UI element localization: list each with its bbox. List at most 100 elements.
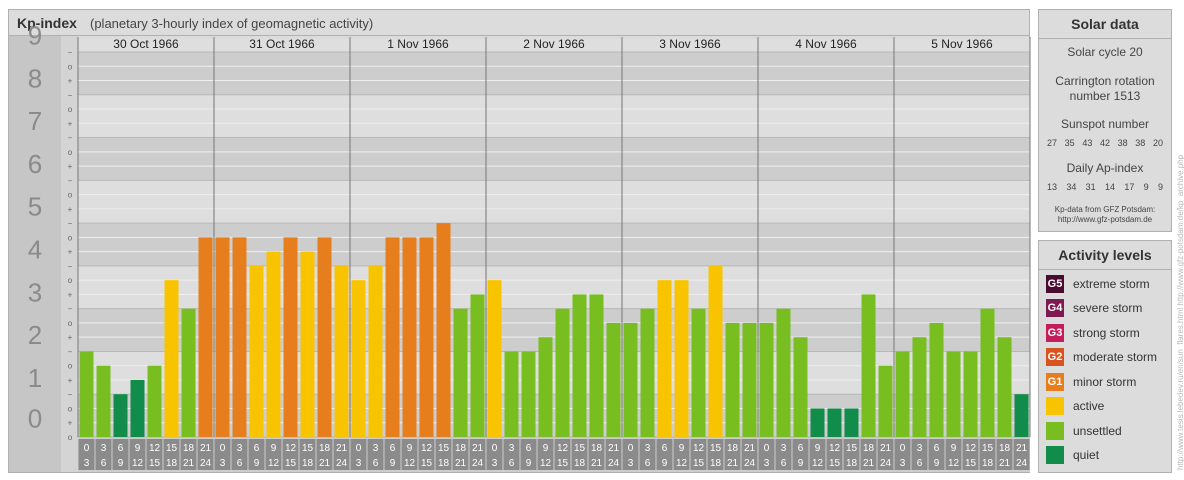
kp-bar — [946, 351, 961, 437]
legend-swatch — [1046, 422, 1064, 440]
interval-end-label: 9 — [526, 458, 532, 469]
ap-values: 13 34 31 14 17 9 9 — [1039, 182, 1171, 192]
sub-tick-label: − — [68, 176, 73, 185]
interval-start-label: 21 — [472, 443, 484, 454]
interval-start-label: 15 — [710, 443, 722, 454]
interval-start-label: 6 — [798, 443, 804, 454]
interval-end-label: 18 — [982, 458, 994, 469]
interval-start-label: 0 — [220, 443, 226, 454]
sunspot-value: 20 — [1152, 138, 1163, 148]
interval-end-label: 3 — [356, 458, 362, 469]
y-axis-column — [9, 36, 61, 472]
interval-start-label: 21 — [336, 443, 348, 454]
sunspot-value: 38 — [1117, 138, 1128, 148]
legend-label: extreme storm — [1073, 277, 1150, 291]
interval-start-label: 0 — [900, 443, 906, 454]
interval-end-label: 12 — [132, 458, 144, 469]
sub-tick-label: − — [68, 305, 73, 314]
interval-start-label: 0 — [764, 443, 770, 454]
interval-cell — [129, 439, 146, 470]
interval-end-label: 21 — [455, 458, 467, 469]
band — [9, 137, 1030, 181]
interval-end-label: 21 — [319, 458, 331, 469]
band — [9, 351, 1030, 395]
ap-value: 34 — [1066, 182, 1077, 192]
interval-cell — [758, 439, 775, 470]
interval-cell — [78, 439, 95, 470]
sunspot-value: 42 — [1099, 138, 1110, 148]
kp-bar — [555, 308, 570, 437]
sub-tick-label: − — [68, 91, 73, 100]
interval-start-label: 18 — [999, 443, 1011, 454]
kp-bar — [351, 280, 366, 437]
y-tick-label: 5 — [28, 192, 42, 222]
kp-bar — [640, 308, 655, 437]
interval-start-label: 21 — [608, 443, 620, 454]
interval-end-label: 18 — [166, 458, 178, 469]
ap-value: 31 — [1085, 182, 1096, 192]
kp-bar — [113, 394, 128, 437]
interval-cell — [996, 439, 1013, 470]
kp-bar — [232, 237, 247, 437]
interval-end-label: 21 — [863, 458, 875, 469]
interval-cell — [894, 439, 911, 470]
interval-cell — [554, 439, 571, 470]
interval-end-label: 21 — [591, 458, 603, 469]
kp-bar — [147, 365, 162, 437]
solar-cycle: Solar cycle 20 — [1067, 45, 1143, 59]
sub-tick-label: o — [68, 148, 73, 157]
sub-tick-label: − — [68, 347, 73, 356]
interval-end-label: 9 — [934, 458, 940, 469]
legend-label: quiet — [1073, 448, 1100, 462]
kp-bar — [810, 408, 825, 437]
interval-start-label: 3 — [373, 443, 379, 454]
interval-cell — [622, 439, 639, 470]
activity-levels-title: Activity levels — [1039, 241, 1171, 270]
kp-bar — [997, 337, 1012, 437]
y-tick-label: 1 — [28, 363, 42, 393]
kp-bar — [759, 322, 774, 437]
kp-bar — [181, 308, 196, 437]
kp-bar — [300, 251, 315, 437]
interval-cell — [316, 439, 333, 470]
kp-bar — [691, 308, 706, 437]
legend-item-quiet: quiet — [1046, 445, 1099, 465]
interval-cell — [163, 439, 180, 470]
interval-start-label: 12 — [693, 443, 705, 454]
interval-end-label: 9 — [798, 458, 804, 469]
legend-item-unsettled: unsettled — [1046, 421, 1122, 441]
interval-start-label: 18 — [455, 443, 467, 454]
interval-cell — [350, 439, 367, 470]
interval-start-label: 12 — [149, 443, 161, 454]
y-tick-label: 2 — [28, 320, 42, 350]
interval-start-label: 15 — [846, 443, 858, 454]
kp-bar — [878, 365, 893, 437]
sub-tick-column — [61, 36, 78, 472]
sub-tick-label: + — [68, 333, 73, 342]
interval-start-label: 12 — [557, 443, 569, 454]
interval-end-label: 21 — [183, 458, 195, 469]
interval-cell — [214, 439, 231, 470]
interval-cell — [775, 439, 792, 470]
interval-end-label: 18 — [574, 458, 586, 469]
interval-end-label: 24 — [608, 458, 620, 469]
interval-start-label: 3 — [645, 443, 651, 454]
interval-end-label: 3 — [84, 458, 90, 469]
interval-cell — [146, 439, 163, 470]
interval-cell — [520, 439, 537, 470]
interval-cell — [265, 439, 282, 470]
interval-start-label: 9 — [951, 443, 957, 454]
interval-cell — [1013, 439, 1030, 470]
interval-end-label: 6 — [781, 458, 787, 469]
carrington-line-1: Carrington rotation — [1055, 74, 1155, 88]
interval-cell — [248, 439, 265, 470]
interval-cell — [741, 439, 758, 470]
interval-cell — [469, 439, 486, 470]
interval-start-label: 21 — [1016, 443, 1028, 454]
legend-swatch: G4 — [1046, 299, 1064, 317]
interval-end-label: 6 — [101, 458, 107, 469]
interval-start-label: 21 — [200, 443, 212, 454]
interval-end-label: 6 — [917, 458, 923, 469]
solar-data-panel: Solar data Solar cycle 20 Carrington rot… — [1038, 9, 1172, 232]
